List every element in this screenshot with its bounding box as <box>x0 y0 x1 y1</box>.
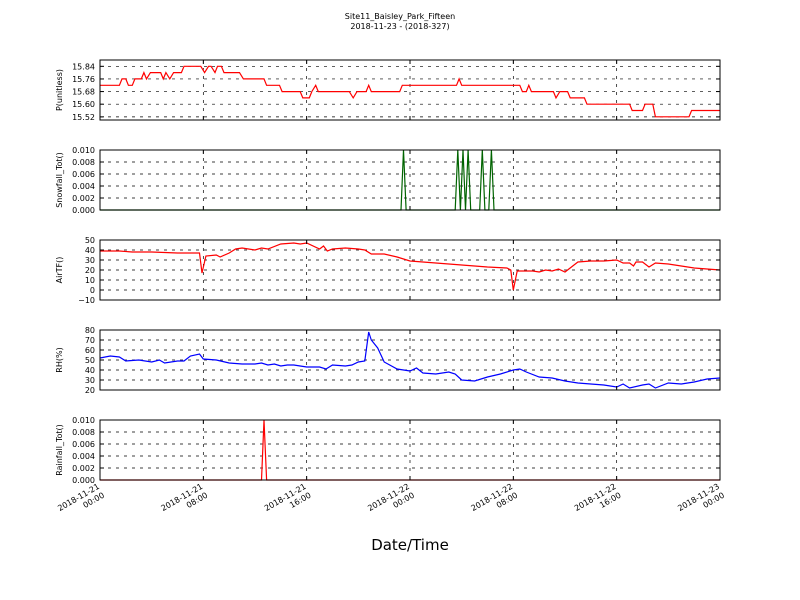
panels: 15.52 15.60 15.68 15.76 15.84 P(unitless) 0.00… <box>55 59 721 485</box>
x-tick-label: 2018-11-2216:00 <box>573 482 623 522</box>
x-tick-label: 2018-11-2300:00 <box>676 482 726 522</box>
y-tick-label: −10 <box>78 296 95 305</box>
chart-subtitle: 2018-11-23 - (2018-327) <box>350 22 449 31</box>
y-tick-label: 15.76 <box>72 75 95 84</box>
y-axis-label: RH(%) <box>55 347 64 372</box>
series-line-p-unitless <box>100 65 720 118</box>
y-axis-label: Rainfall_Tot() <box>55 424 64 476</box>
panel-rainfall-tot: 0.000 0.002 0.004 0.006 0.008 0.010 Rainfall_T… <box>55 416 721 485</box>
y-tick-label: 20 <box>85 386 95 395</box>
y-tick-label: 0.002 <box>72 194 95 203</box>
y-tick-label: 30 <box>85 376 95 385</box>
y-tick-label: 0.002 <box>72 464 95 473</box>
series-line-snowfall-tot <box>100 149 720 211</box>
y-tick-label: 0 <box>90 286 95 295</box>
y-tick-label: 0.000 <box>72 206 95 215</box>
series-line-airtf <box>100 242 721 291</box>
y-tick-label: 20 <box>85 266 95 275</box>
y-tick-label: 15.60 <box>72 100 95 109</box>
y-tick-label: 15.84 <box>72 62 95 71</box>
y-tick-label: 0.008 <box>72 158 95 167</box>
y-axis-label: P(unitless) <box>55 69 64 111</box>
y-tick-label: 0.004 <box>72 182 95 191</box>
y-tick-label: 60 <box>85 346 95 355</box>
x-tick-label: 2018-11-2200:00 <box>366 482 416 522</box>
y-tick-label: 0.010 <box>72 416 95 425</box>
x-tick-label: 2018-11-2100:00 <box>56 482 106 522</box>
x-tick-label: 2018-11-2108:00 <box>160 482 210 522</box>
y-tick-label: 0.000 <box>72 476 95 485</box>
y-tick-label: 0.004 <box>72 452 95 461</box>
y-axis-label: AirTF() <box>55 257 64 284</box>
y-tick-label: 30 <box>85 256 95 265</box>
y-tick-label: 0.008 <box>72 428 95 437</box>
chart-title: Site11_Baisley_Park_Fifteen <box>345 12 455 21</box>
x-tick-label: 2018-11-2208:00 <box>470 482 520 522</box>
y-tick-label: 0.010 <box>72 146 95 155</box>
y-tick-label: 15.52 <box>72 113 95 122</box>
y-tick-label: 0.006 <box>72 440 95 449</box>
panel-snowfall-tot: 0.000 0.002 0.004 0.006 0.008 0.010 Snowfall_T… <box>55 146 721 215</box>
y-tick-label: 50 <box>85 236 95 245</box>
y-axis-label: Snowfall_Tot() <box>55 152 64 208</box>
x-tick-labels: 2018-11-2100:00 2018-11-2108:00 2018-11-21… <box>56 482 726 522</box>
y-tick-label: 40 <box>85 246 95 255</box>
series-line-rh <box>99 331 721 389</box>
y-tick-label: 80 <box>85 326 95 335</box>
y-tick-label: 0.006 <box>72 170 95 179</box>
y-tick-label: 50 <box>85 356 95 365</box>
y-tick-label: 40 <box>85 366 95 375</box>
y-tick-label: 10 <box>85 276 95 285</box>
y-tick-label: 70 <box>85 336 95 345</box>
panel-p-unitless: 15.52 15.60 15.68 15.76 15.84 P(unitless) <box>55 59 721 122</box>
x-axis-label: Date/Time <box>371 536 449 554</box>
y-tick-label: 15.68 <box>72 88 95 97</box>
x-tick-label: 2018-11-2116:00 <box>263 482 313 522</box>
